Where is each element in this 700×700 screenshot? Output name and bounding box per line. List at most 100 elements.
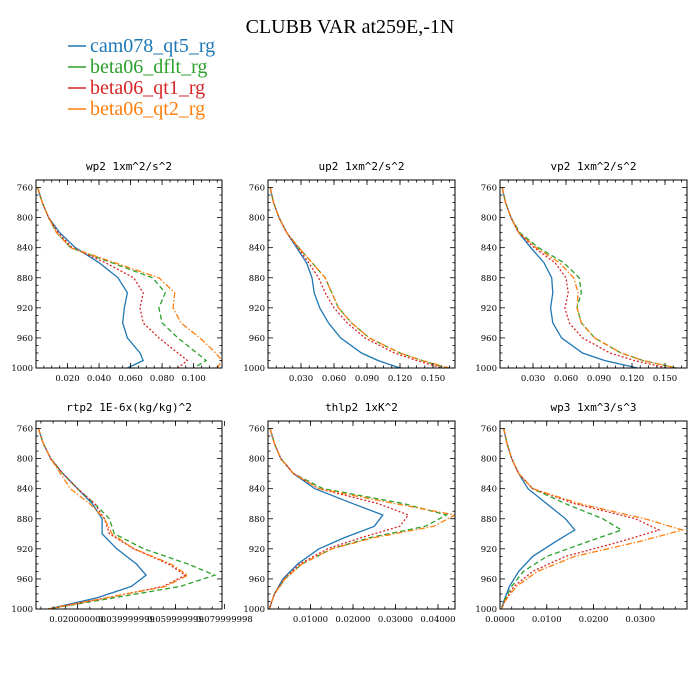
y-tick-label: 800 <box>481 455 497 465</box>
y-tick-label: 880 <box>249 515 265 525</box>
panel-3: vp2 1xm^2/s^2 760 800 840 880 920 960 1000 0.030… <box>475 160 688 384</box>
series-line-beta06_qt2_rg <box>36 187 222 368</box>
x-tick-label: 0.04000 <box>420 615 455 625</box>
y-tick-label: 960 <box>481 334 497 344</box>
y-tick-label: 840 <box>17 485 33 495</box>
x-tick-label: 0.059999999 <box>147 615 204 625</box>
y-tick-label: 840 <box>481 485 497 495</box>
series-group <box>37 428 217 609</box>
panels: wp2 1xm^2/s^2 760 800 840 880 920 960 1000 0.020… <box>11 160 688 625</box>
y-tick-label: 960 <box>481 575 497 585</box>
y-tick-label: 840 <box>17 244 33 254</box>
series-group <box>268 428 455 609</box>
y-tick-label: 920 <box>17 304 33 314</box>
x-tick-label: 0.080 <box>150 374 174 384</box>
y-tick-label: 960 <box>249 575 265 585</box>
y-tick-label: 920 <box>249 304 265 314</box>
series-group <box>501 187 677 368</box>
series-line-beta06_qt1_rg <box>501 187 668 368</box>
y-tick-label: 1000 <box>243 605 265 615</box>
x-tick-label: 0.030 <box>521 374 545 384</box>
series-line-beta06_qt2_rg <box>501 187 677 368</box>
y-tick-label: 760 <box>249 184 265 194</box>
y-tick-label: 960 <box>17 575 33 585</box>
legend-entry-beta06_qt2_rg: beta06_qt2_rg <box>90 98 205 120</box>
y-tick-label: 800 <box>17 455 33 465</box>
y-tick-label: 920 <box>249 545 265 555</box>
y-tick-label: 840 <box>249 244 265 254</box>
x-tick-label: 0.040 <box>87 374 111 384</box>
plot-frame <box>499 179 688 369</box>
y-tick-label: 1000 <box>475 605 497 615</box>
series-line-beta06_qt2_rg <box>269 187 450 368</box>
y-tick-label: 840 <box>249 485 265 495</box>
plot-frame <box>35 179 223 369</box>
x-tick-label: 0.030 <box>289 374 313 384</box>
y-tick-label: 920 <box>481 545 497 555</box>
panel-2: up2 1xm^2/s^2 760 800 840 880 920 960 1000 0.030… <box>243 160 456 384</box>
panel-title: wp3 1xm^3/s^3 <box>550 401 636 414</box>
x-tick-label: 0.060 <box>118 374 142 384</box>
legend-entry-cam078_qt5_rg: cam078_qt5_rg <box>90 35 215 57</box>
y-tick-label: 800 <box>249 214 265 224</box>
panel-4: rtp2 1E-6x(kg/kg)^2 760 800 840 880 920 960 100… <box>11 401 252 625</box>
legend: cam078_qt5_rgbeta06_dflt_rgbeta06_qt1_rg… <box>68 35 215 120</box>
y-tick-label: 880 <box>17 274 33 284</box>
x-tick-label: 0.020 <box>55 374 79 384</box>
x-tick-label: 0.079999998 <box>196 615 253 625</box>
y-tick-label: 880 <box>481 515 497 525</box>
y-tick-label: 760 <box>17 425 33 435</box>
panel-title: up2 1xm^2/s^2 <box>318 160 404 173</box>
panel-1: wp2 1xm^2/s^2 760 800 840 880 920 960 1000 0.020… <box>11 160 223 384</box>
x-tick-label: 0.039999999 <box>98 615 155 625</box>
y-tick-label: 760 <box>481 184 497 194</box>
series-line-beta06_qt2_rg <box>500 428 685 609</box>
y-tick-label: 920 <box>481 304 497 314</box>
y-tick-label: 960 <box>249 334 265 344</box>
y-tick-label: 880 <box>249 274 265 284</box>
panel-6: wp3 1xm^3/s^3 760 800 840 880 920 960 10000.000… <box>475 401 688 625</box>
series-line-beta06_qt1_rg <box>269 187 442 368</box>
x-tick-label: 0.02000 <box>335 615 370 625</box>
plot-frame <box>267 179 456 369</box>
x-tick-label: 0.060 <box>322 374 346 384</box>
y-tick-label: 880 <box>481 274 497 284</box>
y-tick-label: 920 <box>17 545 33 555</box>
x-tick-label: 0.020000000 <box>49 615 106 625</box>
x-tick-label: 0.100 <box>181 374 205 384</box>
x-tick-label: 0.150 <box>653 374 677 384</box>
series-line-beta06_qt1_rg <box>268 428 410 609</box>
x-tick-label: 0.0300 <box>625 615 655 625</box>
y-tick-label: 1000 <box>11 605 33 615</box>
x-tick-label: 0.090 <box>587 374 611 384</box>
series-line-beta06_qt1_rg <box>37 428 187 609</box>
panel-title: thlp2 1xK^2 <box>325 401 398 414</box>
series-group <box>36 187 222 368</box>
y-tick-label: 800 <box>17 214 33 224</box>
y-tick-label: 880 <box>17 515 33 525</box>
x-tick-label: 0.060 <box>554 374 578 384</box>
series-line-beta06_qt2_rg <box>268 428 455 609</box>
x-tick-label: 0.120 <box>620 374 644 384</box>
y-tick-label: 1000 <box>243 364 265 374</box>
y-tick-label: 960 <box>17 334 33 344</box>
y-tick-label: 1000 <box>11 364 33 374</box>
x-tick-label: 0.0100 <box>532 615 562 625</box>
series-line-beta06_dflt_rg <box>501 187 677 368</box>
plot-frame <box>267 420 456 610</box>
x-tick-label: 0.090 <box>355 374 379 384</box>
y-tick-label: 800 <box>481 214 497 224</box>
x-tick-label: 0.150 <box>421 374 445 384</box>
y-tick-label: 1000 <box>475 364 497 374</box>
panel-title: wp2 1xm^2/s^2 <box>86 160 172 173</box>
y-tick-label: 760 <box>17 184 33 194</box>
plot-frame <box>35 420 223 610</box>
figure-title: CLUBB VAR at259E,-1N <box>246 16 455 38</box>
x-tick-label: 0.01000 <box>293 615 328 625</box>
x-tick-label: 0.0000 <box>485 615 515 625</box>
x-tick-label: 0.0200 <box>579 615 609 625</box>
y-tick-label: 760 <box>249 425 265 435</box>
panel-title: vp2 1xm^2/s^2 <box>550 160 636 173</box>
